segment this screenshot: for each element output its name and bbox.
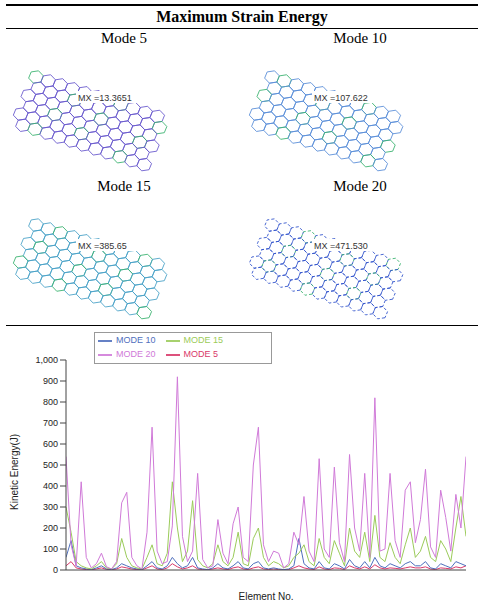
html-text:Mode 20: Mode 20 — [333, 178, 387, 194]
svg-text:600: 600 — [43, 439, 58, 449]
svg-text:Kinetic Energy(J): Kinetic Energy(J) — [9, 434, 20, 510]
svg-text:MX =471.530: MX =471.530 — [314, 241, 368, 251]
svg-text:800: 800 — [43, 397, 58, 407]
html-text:Mode 15: Mode 15 — [97, 178, 151, 194]
html-text:MODE 20: MODE 20 — [116, 349, 156, 360]
svg-text:500: 500 — [43, 460, 58, 470]
svg-text:MX =107.622: MX =107.622 — [314, 93, 368, 103]
html-text:MODE 10: MODE 10 — [116, 335, 156, 346]
svg-text:200: 200 — [43, 523, 58, 533]
svg-text:1,000: 1,000 — [35, 355, 58, 365]
svg-text:MX =385.65: MX =385.65 — [78, 241, 127, 251]
svg-text:300: 300 — [43, 502, 58, 512]
svg-text:0: 0 — [53, 565, 58, 575]
html-text:Mode 5: Mode 5 — [100, 30, 148, 46]
svg-text:MX =13.3651: MX =13.3651 — [78, 93, 132, 103]
html-text:Mode 10: Mode 10 — [333, 30, 387, 46]
svg-text:400: 400 — [43, 481, 58, 491]
svg-text:Element No.: Element No. — [238, 591, 293, 602]
svg-text:100: 100 — [43, 544, 58, 554]
svg-text:900: 900 — [43, 376, 58, 386]
html-text:Maximum Strain Energy: Maximum Strain Energy — [156, 8, 328, 25]
svg-text:700: 700 — [43, 418, 58, 428]
html-text:MODE 5: MODE 5 — [183, 349, 218, 360]
html-text:MODE 15: MODE 15 — [183, 335, 223, 346]
